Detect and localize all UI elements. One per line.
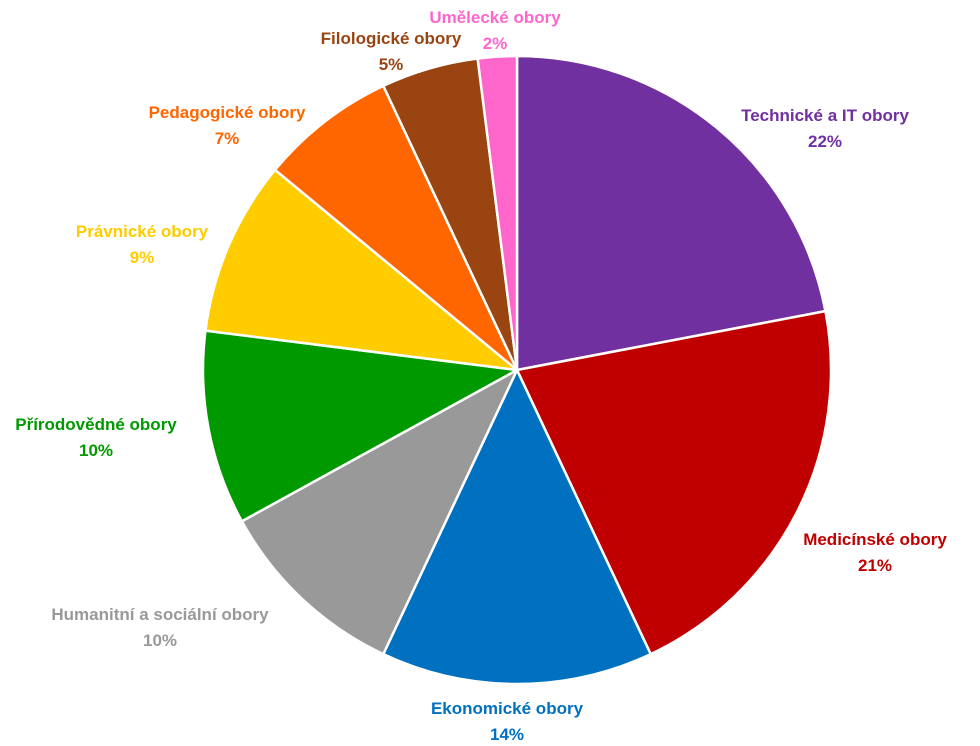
pie-slice: [201, 329, 519, 523]
pie-labels: Technické a IT obory 22% Medicínské obory 2…: [15, 8, 947, 744]
slice-value-label: 7%: [215, 129, 240, 148]
slice-label: Medicínské obory: [803, 530, 947, 549]
slice-label: Umělecké obory: [429, 8, 561, 27]
slice-label: Ekonomické obory: [431, 699, 584, 718]
slice-label: Technické a IT obory: [741, 106, 909, 125]
slice-value-label: 21%: [858, 556, 892, 575]
slice-label: Filologické obory: [321, 29, 462, 48]
pie-slice: [515, 309, 833, 656]
pie-slice: [382, 368, 652, 686]
slice-value-label: 14%: [490, 725, 524, 744]
slice-label: Humanitní a sociální obory: [51, 605, 269, 624]
slice-label: Přírodovědné obory: [15, 415, 177, 434]
pie-slice: [204, 168, 519, 372]
pie-slice: [240, 368, 519, 656]
slice-value-label: 10%: [79, 441, 113, 460]
slice-value-label: 9%: [130, 248, 155, 267]
pie-slice: [476, 54, 519, 372]
pie-slice: [515, 54, 827, 372]
pie-slice: [273, 84, 519, 372]
pie-slices: [201, 54, 833, 686]
slice-label: Právnické obory: [76, 222, 209, 241]
slice-value-label: 22%: [808, 132, 842, 151]
slice-label: Pedagogické obory: [149, 103, 306, 122]
slice-value-label: 2%: [483, 34, 508, 53]
slice-value-label: 10%: [143, 631, 177, 650]
slice-value-label: 5%: [379, 55, 404, 74]
